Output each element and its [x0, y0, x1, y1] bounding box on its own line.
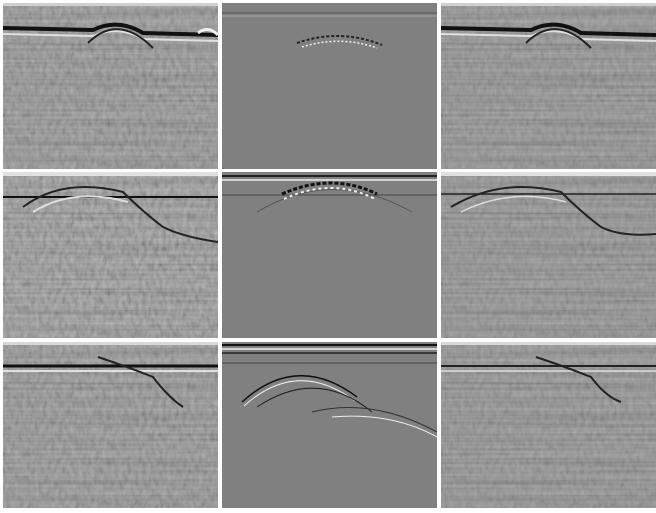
panel — [441, 172, 656, 338]
panel — [441, 342, 656, 510]
panel — [222, 3, 437, 169]
panel — [222, 172, 437, 338]
panel — [441, 3, 656, 169]
panel — [3, 172, 218, 338]
panel — [222, 342, 437, 510]
radargram-grid — [0, 0, 656, 513]
panel — [3, 3, 218, 169]
panel — [3, 342, 218, 510]
page: (() => { const data = JSON.parse(documen… — [0, 0, 656, 513]
